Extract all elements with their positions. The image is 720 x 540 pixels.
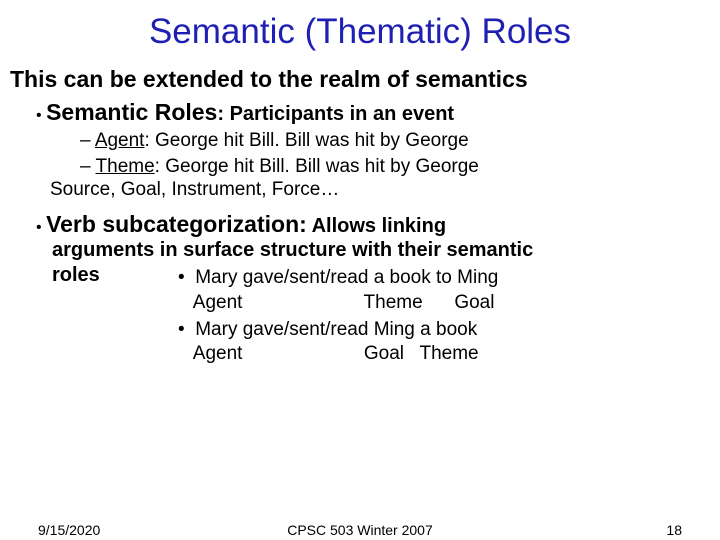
example1-roles-text: Agent Theme Goal bbox=[193, 292, 495, 313]
other-roles: Source, Goal, Instrument, Force… bbox=[50, 179, 712, 201]
intro-text: This can be extended to the realm of sem… bbox=[10, 66, 712, 93]
footer-page-number: 18 bbox=[666, 522, 682, 538]
bullet-marker: • bbox=[36, 219, 42, 236]
example1-sentence-text: Mary gave/sent/read a book to Ming bbox=[195, 267, 498, 288]
bullet2-cont2-text: roles bbox=[52, 264, 100, 286]
example-2: • Mary gave/sent/read Ming a book Agent … bbox=[178, 318, 712, 367]
dash1-text: : George hit Bill. Bill was hit by Georg… bbox=[144, 130, 468, 151]
bullet-marker: • bbox=[178, 319, 185, 340]
dash-marker: – bbox=[80, 130, 91, 151]
bullet2-cont2: roles bbox=[52, 263, 100, 288]
bullet2-cont1: arguments in surface structure with thei… bbox=[52, 238, 712, 263]
example2-roles: Agent Goal Theme bbox=[178, 342, 712, 367]
footer-date: 9/15/2020 bbox=[38, 522, 100, 538]
bullet2-label: Verb subcategorization: bbox=[46, 211, 307, 237]
dash-agent: – Agent: George hit Bill. Bill was hit b… bbox=[80, 128, 712, 154]
example2-sentence-text: Mary gave/sent/read Ming a book bbox=[195, 319, 477, 340]
bullet1-text: : Participants in an event bbox=[217, 103, 454, 125]
bullet-verb-subcat: • Verb subcategorization: Allows linking bbox=[36, 211, 712, 238]
bullet2-text: Allows linking bbox=[307, 215, 446, 237]
example1-sentence: • Mary gave/sent/read a book to Ming bbox=[178, 266, 712, 291]
dash-marker: – bbox=[80, 156, 91, 177]
example2-roles-text: Agent Goal Theme bbox=[193, 343, 479, 364]
subcategorization-examples: • Mary gave/sent/read a book to Ming Age… bbox=[178, 266, 712, 367]
example2-sentence: • Mary gave/sent/read Ming a book bbox=[178, 318, 712, 343]
footer-course: CPSC 503 Winter 2007 bbox=[287, 522, 433, 538]
example-1: • Mary gave/sent/read a book to Ming Age… bbox=[178, 266, 712, 315]
dash2-text: : George hit Bill. Bill was hit by Georg… bbox=[155, 156, 479, 177]
role-agent: Agent bbox=[95, 130, 145, 151]
role-theme: Theme bbox=[96, 156, 155, 177]
bullet-semantic-roles: • Semantic Roles: Participants in an eve… bbox=[36, 99, 712, 126]
dash-theme: – Theme: George hit Bill. Bill was hit b… bbox=[80, 154, 712, 180]
bullet-marker: • bbox=[36, 107, 42, 124]
slide-title: Semantic (Thematic) Roles bbox=[8, 12, 712, 52]
bullet-marker: • bbox=[178, 267, 185, 288]
slide: Semantic (Thematic) Roles This can be ex… bbox=[0, 0, 720, 540]
bullet1-label: Semantic Roles bbox=[46, 99, 217, 125]
example1-roles: Agent Theme Goal bbox=[178, 291, 712, 316]
